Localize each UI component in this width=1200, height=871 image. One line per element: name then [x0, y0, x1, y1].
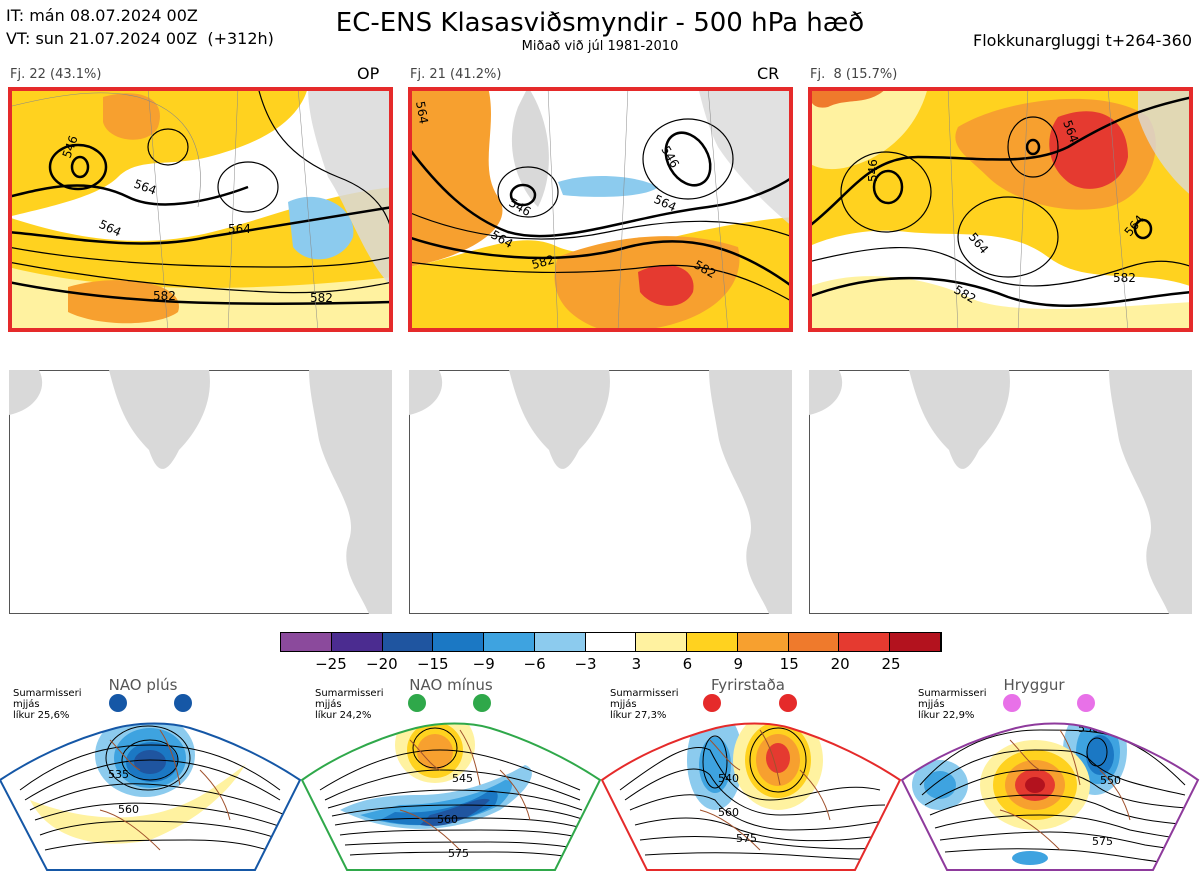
regime-4-markers — [1003, 694, 1095, 712]
panel-2-label: Fj. 21 (41.2%) — [410, 67, 502, 82]
colorbar-segment — [534, 633, 586, 651]
regime-2-markers — [408, 694, 491, 712]
empty-map-3 — [809, 370, 1192, 614]
panel-1-contour-label: 582 — [153, 289, 176, 303]
panel-3-contour-label: 546 — [866, 159, 880, 182]
panel-1-tag: OP — [357, 64, 380, 83]
page-subtitle: Miðað við júl 1981-2010 — [521, 39, 679, 54]
cluster-map-3: 546 564 564 564 582 582 — [808, 87, 1193, 332]
regime-map-blocking: 540 560 575 — [600, 722, 902, 871]
colorbar-segment — [281, 633, 332, 651]
cluster-map-1: 546 564 564 582 582 564 — [8, 87, 393, 332]
panel-2-tag: CR — [757, 64, 780, 83]
regime-3-contour-label: 575 — [736, 832, 757, 845]
colorbar-tick-label: −3 — [574, 655, 597, 673]
cluster-map-2: 546 546 564 564 582 582 564 — [408, 87, 793, 332]
panel-2-contour-label: 564 — [413, 100, 431, 125]
regime-4-name: Hryggur — [1003, 676, 1065, 694]
panel-1-label: Fj. 22 (43.1%) — [10, 67, 102, 82]
regime-3-markers — [703, 694, 797, 712]
regime-map-nao-plus: 535 560 — [0, 722, 302, 871]
colorbar-segment — [839, 633, 891, 651]
regime-4-contour-label: 575 — [1092, 835, 1113, 848]
colorbar-segment — [484, 633, 535, 651]
colorbar-segment — [890, 633, 941, 651]
regime-2-info: Sumarmisseri mjjás líkur 24,2% — [315, 688, 384, 721]
classification-window: Flokkunargluggi t+264-360 — [973, 31, 1192, 50]
colorbar-segment — [788, 633, 840, 651]
regime-4-contour-label: 530 — [1078, 722, 1099, 735]
panel-1-contour-label: 582 — [310, 291, 333, 305]
anomaly-colorbar — [280, 632, 942, 652]
colorbar-segment — [636, 633, 688, 651]
colorbar-tick-label: 20 — [830, 655, 850, 673]
colorbar-segment — [382, 633, 434, 651]
page-title: EC-ENS Klasasviðsmyndir - 500 hPa hæð — [335, 8, 865, 38]
colorbar-tick-label: −25 — [315, 655, 347, 673]
regime-2-contour-label: 545 — [452, 772, 473, 785]
colorbar-segment — [433, 633, 485, 651]
panel-1-contour-label: 564 — [228, 222, 251, 236]
panel-3-label: Fj. 8 (15.7%) — [810, 67, 898, 82]
colorbar-segment — [331, 633, 383, 651]
panel-3-contour-label: 582 — [1113, 271, 1136, 285]
empty-map-1 — [9, 370, 392, 614]
valid-time: VT: sun 21.07.2024 00Z (+312h) — [6, 29, 274, 48]
regime-2-name: NAO mínus — [409, 676, 493, 694]
regime-4-info: Sumarmisseri mjjás líkur 22,9% — [918, 688, 987, 721]
colorbar-tick-label: 9 — [733, 655, 744, 673]
colorbar-tick-label: 15 — [779, 655, 799, 673]
regime-3-info: Sumarmisseri mjjás líkur 27,3% — [610, 688, 679, 721]
colorbar-tick-label: −6 — [523, 655, 546, 673]
colorbar-segment — [585, 633, 637, 651]
colorbar-segment — [687, 633, 738, 651]
regime-3-contour-label: 560 — [718, 806, 739, 819]
panel-2-contour-label: 582 — [530, 252, 556, 271]
regime-1-info: Sumarmisseri mjjás líkur 25,6% — [13, 688, 82, 721]
colorbar-segment — [737, 633, 789, 651]
regime-3-name: Fyrirstaða — [711, 676, 785, 694]
regime-3-contour-label: 540 — [718, 772, 739, 785]
regime-1-contour-label: 560 — [118, 803, 139, 816]
header-init-vt: IT: mán 08.07.2024 00Z VT: sun 21.07.202… — [6, 4, 274, 50]
regime-map-nao-minus: 545 560 575 — [300, 722, 602, 871]
regime-1-name: NAO plús — [108, 676, 178, 694]
colorbar-tick-label: 6 — [682, 655, 693, 673]
empty-map-2 — [409, 370, 792, 614]
regime-2-contour-label: 560 — [437, 813, 458, 826]
colorbar-tick-label: 3 — [631, 655, 642, 673]
regime-4-contour-label: 550 — [1100, 774, 1121, 787]
regime-1-markers — [109, 694, 192, 712]
init-time: IT: mán 08.07.2024 00Z — [6, 6, 198, 25]
regime-2-contour-label: 575 — [448, 847, 469, 860]
colorbar-tick-label: 25 — [881, 655, 901, 673]
colorbar-tick-label: −9 — [472, 655, 495, 673]
colorbar-tick-label: −15 — [416, 655, 449, 673]
colorbar-tick-label: −20 — [366, 655, 398, 673]
regime-1-contour-label: 535 — [108, 768, 129, 781]
regime-map-ridge: 530 550 575 — [900, 722, 1200, 871]
